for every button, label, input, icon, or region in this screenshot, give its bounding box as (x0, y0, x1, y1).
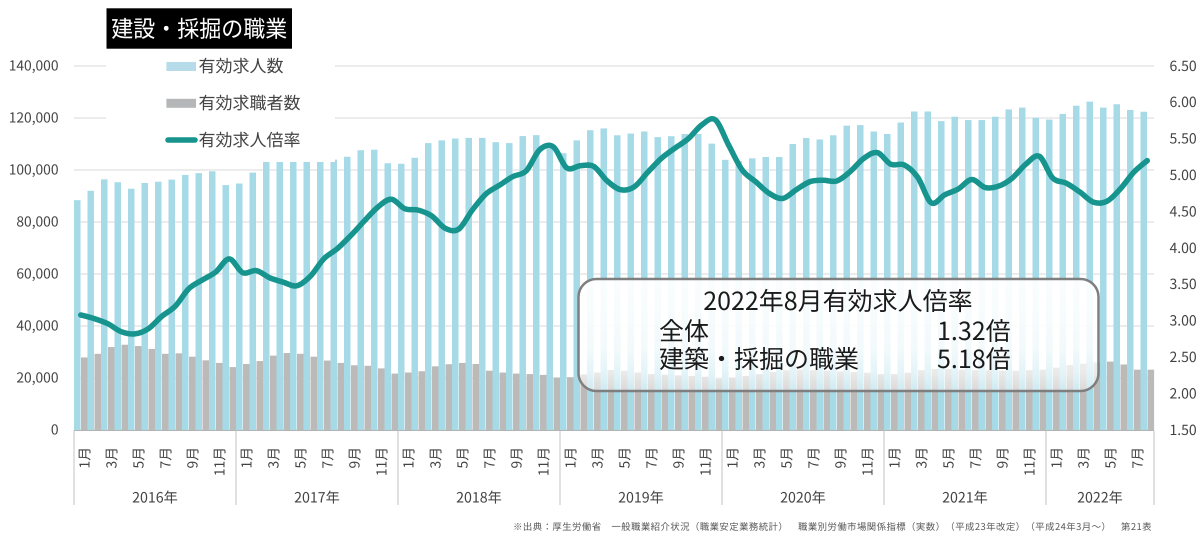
svg-text:9月: 9月 (505, 447, 525, 468)
svg-text:6.50: 6.50 (1170, 56, 1197, 76)
svg-text:4.00: 4.00 (1170, 238, 1197, 258)
svg-text:全体: 全体 (659, 312, 709, 348)
svg-text:1月: 1月 (1045, 447, 1065, 468)
svg-text:4.50: 4.50 (1170, 201, 1197, 221)
svg-text:7月: 7月 (154, 447, 174, 468)
svg-text:9月: 9月 (343, 447, 363, 468)
svg-text:有効求職者数: 有効求職者数 (199, 89, 301, 114)
svg-text:2018年: 2018年 (456, 488, 502, 508)
svg-text:20,000: 20,000 (16, 367, 58, 387)
svg-text:11月: 11月 (694, 447, 714, 476)
svg-text:2021年: 2021年 (942, 488, 988, 508)
svg-text:9月: 9月 (991, 447, 1011, 468)
svg-text:5.50: 5.50 (1170, 129, 1197, 149)
svg-text:11月: 11月 (370, 447, 390, 476)
svg-text:9月: 9月 (667, 447, 687, 468)
svg-text:11月: 11月 (1018, 447, 1038, 476)
svg-text:2.50: 2.50 (1170, 347, 1197, 367)
svg-text:3.00: 3.00 (1170, 311, 1197, 331)
svg-text:11月: 11月 (856, 447, 876, 476)
svg-text:5.18倍: 5.18倍 (937, 340, 1011, 376)
svg-text:11月: 11月 (532, 447, 552, 476)
svg-text:60,000: 60,000 (16, 263, 58, 283)
svg-text:1月: 1月 (397, 447, 417, 468)
svg-text:7月: 7月 (478, 447, 498, 468)
svg-text:建築・採掘の職業: 建築・採掘の職業 (659, 340, 859, 376)
svg-text:1.32倍: 1.32倍 (937, 312, 1011, 348)
svg-text:2022年8月有効求人倍率: 2022年8月有効求人倍率 (703, 282, 972, 318)
svg-text:2017年: 2017年 (294, 488, 340, 508)
svg-text:※出典：厚生労働省 一般職業紹介状況（職業安定業務統計） 職: ※出典：厚生労働省 一般職業紹介状況（職業安定業務統計） 職業別労働市場関係指標… (513, 519, 1152, 533)
svg-text:5月: 5月 (451, 447, 471, 468)
svg-text:7月: 7月 (964, 447, 984, 468)
svg-text:2019年: 2019年 (618, 488, 664, 508)
svg-text:有効求人倍率: 有効求人倍率 (199, 126, 301, 151)
svg-text:9月: 9月 (181, 447, 201, 468)
svg-text:120,000: 120,000 (9, 107, 59, 127)
svg-text:7月: 7月 (1126, 447, 1146, 468)
svg-text:1月: 1月 (73, 447, 93, 468)
svg-text:1月: 1月 (559, 447, 579, 468)
svg-text:3月: 3月 (424, 447, 444, 468)
svg-text:3.50: 3.50 (1170, 274, 1197, 294)
svg-text:80,000: 80,000 (16, 211, 58, 231)
svg-text:5.00: 5.00 (1170, 165, 1197, 185)
svg-text:100,000: 100,000 (9, 159, 59, 179)
svg-text:有効求人数: 有効求人数 (199, 52, 284, 77)
svg-text:5月: 5月 (127, 447, 147, 468)
svg-text:6.00: 6.00 (1170, 92, 1197, 112)
svg-text:7月: 7月 (316, 447, 336, 468)
svg-text:140,000: 140,000 (9, 55, 59, 75)
svg-text:3月: 3月 (910, 447, 930, 468)
svg-text:1月: 1月 (235, 447, 255, 468)
svg-text:2022年: 2022年 (1077, 488, 1123, 508)
svg-text:40,000: 40,000 (16, 315, 58, 335)
svg-text:1月: 1月 (721, 447, 741, 468)
svg-text:11月: 11月 (208, 447, 228, 476)
svg-text:1.50: 1.50 (1170, 420, 1197, 440)
svg-text:5月: 5月 (1099, 447, 1119, 468)
svg-text:5月: 5月 (937, 447, 957, 468)
svg-text:2.00: 2.00 (1170, 383, 1197, 403)
svg-text:1月: 1月 (883, 447, 903, 468)
svg-text:3月: 3月 (100, 447, 120, 468)
svg-text:3月: 3月 (748, 447, 768, 468)
svg-text:3月: 3月 (262, 447, 282, 468)
svg-text:7月: 7月 (640, 447, 660, 468)
svg-text:2020年: 2020年 (780, 488, 826, 508)
svg-text:建設・採掘の職業: 建設・採掘の職業 (111, 10, 287, 44)
svg-text:3月: 3月 (586, 447, 606, 468)
svg-text:0: 0 (51, 419, 59, 439)
svg-text:7月: 7月 (802, 447, 822, 468)
svg-text:3月: 3月 (1072, 447, 1092, 468)
svg-text:5月: 5月 (775, 447, 795, 468)
svg-text:2016年: 2016年 (132, 488, 178, 508)
svg-text:5月: 5月 (613, 447, 633, 468)
svg-text:5月: 5月 (289, 447, 309, 468)
svg-text:9月: 9月 (829, 447, 849, 468)
